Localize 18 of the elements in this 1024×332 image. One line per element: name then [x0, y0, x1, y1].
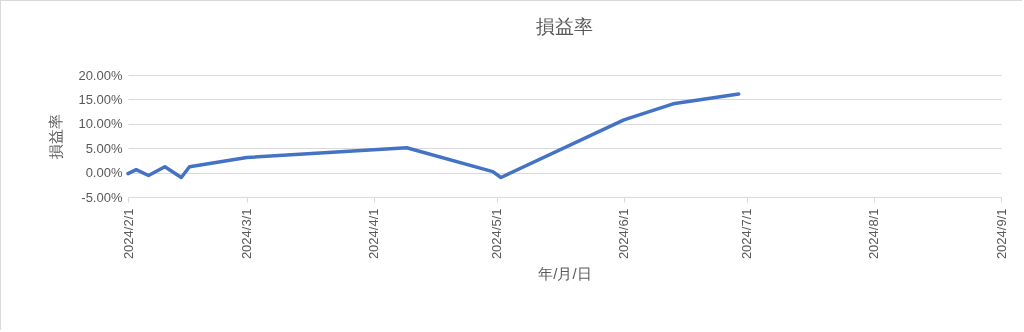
- x-tick-label: 2024/2/1: [120, 208, 136, 260]
- x-tick-label: 2024/3/1: [239, 208, 255, 260]
- x-tick-label: 2024/9/1: [993, 208, 1009, 260]
- x-tick-label: 2024/5/1: [489, 208, 505, 260]
- y-tick-label: -5.00%: [81, 189, 123, 205]
- line-series: [126, 92, 741, 180]
- chart-title: 損益率: [536, 16, 593, 37]
- y-tick-label: 20.00%: [78, 67, 123, 83]
- y-axis-title: 損益率: [47, 114, 65, 159]
- x-tick-label: 2024/6/1: [616, 208, 632, 260]
- x-axis-title: 年/月/日: [538, 265, 592, 283]
- y-tick-label: 15.00%: [78, 91, 123, 107]
- x-tick-label: 2024/8/1: [866, 208, 882, 260]
- y-tick-label: 5.00%: [85, 140, 123, 156]
- y-tick-label: 0.00%: [85, 165, 123, 181]
- x-tick-label: 2024/7/1: [739, 208, 755, 260]
- x-tick-label: 2024/4/1: [366, 208, 382, 260]
- y-tick-label: 10.00%: [78, 116, 123, 132]
